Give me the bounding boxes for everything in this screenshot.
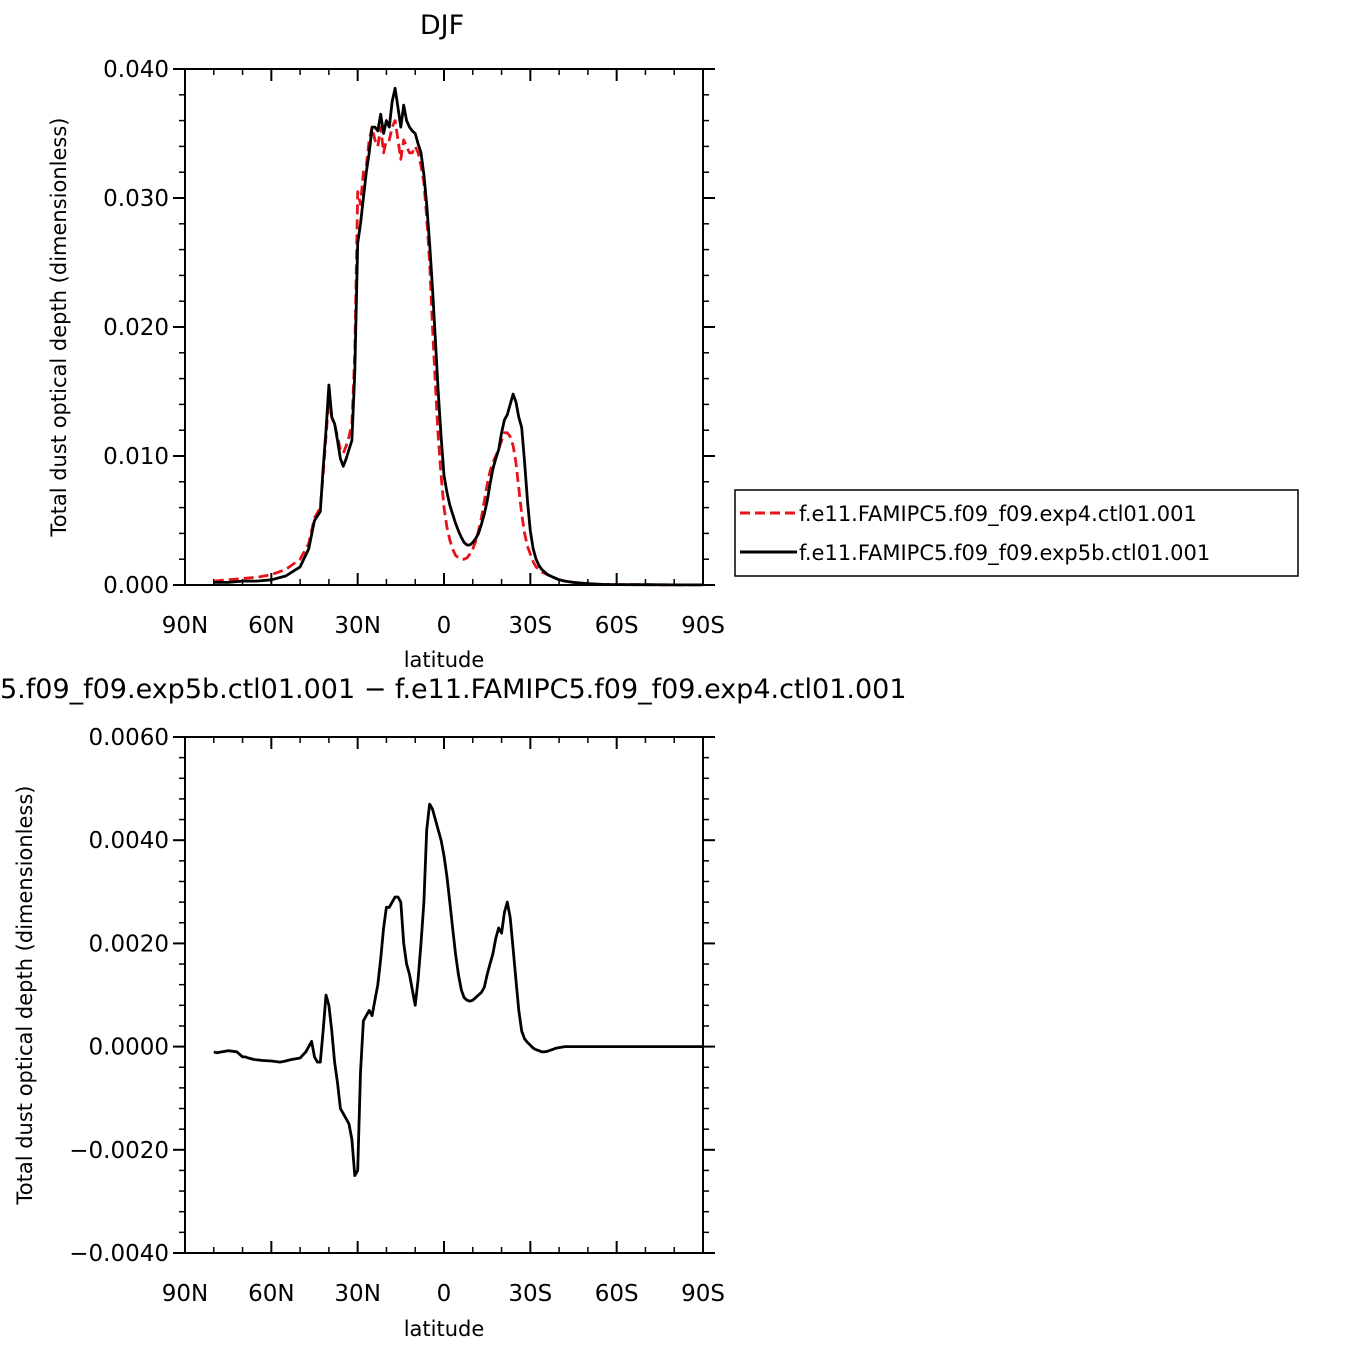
x-tick-label: 90N	[162, 1281, 208, 1307]
legend-box	[734, 489, 1299, 577]
top-panel: DJF 90N 60N 30N 0 30S 60S 90S 0.000 0.010 0.020 0.…	[47, 10, 725, 672]
top-plot-frame	[184, 68, 704, 586]
x-tick-label: 90S	[681, 1281, 725, 1307]
x-tick-label: 30N	[334, 1281, 380, 1307]
y-tick-label: 0.0020	[89, 931, 169, 957]
y-tick-label: 0.000	[103, 573, 169, 599]
series-line-0-1	[213, 86, 703, 587]
y-tick-label: 0.0040	[89, 828, 169, 854]
y-tick-label: −0.0020	[69, 1138, 169, 1164]
bottom-plot-frame	[184, 736, 704, 1254]
y-tick-label: 0.030	[103, 186, 169, 212]
bottom-chart-title: 5.f09_f09.exp5b.ctl01.001 − f.e11.FAMIPC…	[0, 674, 907, 705]
x-tick-label: 30S	[508, 1281, 552, 1307]
x-tick-label: 30N	[334, 613, 380, 639]
bottom-panel: 5.f09_f09.exp5b.ctl01.001 − f.e11.FAMIPC…	[0, 674, 907, 1341]
series-line-0-0	[213, 119, 703, 587]
x-tick-label: 60S	[595, 1281, 639, 1307]
y-tick-label: 0.0060	[89, 725, 169, 751]
x-tick-label: 90N	[162, 613, 208, 639]
y-tick-label: 0.010	[103, 444, 169, 470]
x-tick-label: 60S	[595, 613, 639, 639]
legend-label-exp4: f.e11.FAMIPC5.f09_f09.exp4.ctl01.001	[799, 502, 1197, 527]
top-tick-labels: 90N 60N 30N 0 30S 60S 90S 0.000 0.010 0.020 0.030 0…	[103, 57, 725, 639]
legend-label-exp5b: f.e11.FAMIPC5.f09_f09.exp5b.ctl01.001	[799, 541, 1210, 566]
top-y-axis-label: Total dust optical depth (dimensionless)	[47, 118, 71, 538]
bottom-tick-labels: 90N 60N 30N 0 30S 60S 90S −0.0040 −0.0020 0.0000 0…	[69, 725, 725, 1307]
bottom-x-axis-label: latitude	[404, 1317, 485, 1341]
x-tick-label: 60N	[248, 613, 294, 639]
y-tick-label: 0.0000	[89, 1035, 169, 1061]
top-series	[213, 86, 703, 587]
legend: f.e11.FAMIPC5.f09_f09.exp4.ctl01.001 f.e…	[734, 489, 1299, 577]
top-x-axis-label: latitude	[404, 648, 485, 672]
x-tick-label: 90S	[681, 613, 725, 639]
x-tick-label: 0	[437, 613, 452, 639]
bottom-y-axis-label: Total dust optical depth (dimensionless)	[13, 786, 37, 1206]
y-tick-label: 0.020	[103, 315, 169, 341]
top-chart-title: DJF	[420, 10, 464, 41]
x-tick-label: 30S	[508, 613, 552, 639]
bottom-series	[213, 802, 703, 1177]
x-tick-label: 0	[437, 1281, 452, 1307]
x-tick-label: 60N	[248, 1281, 294, 1307]
bottom-ticks	[173, 736, 715, 1254]
y-tick-label: −0.0040	[69, 1241, 169, 1267]
y-tick-label: 0.040	[103, 57, 169, 83]
series-line-1-0	[213, 802, 703, 1177]
